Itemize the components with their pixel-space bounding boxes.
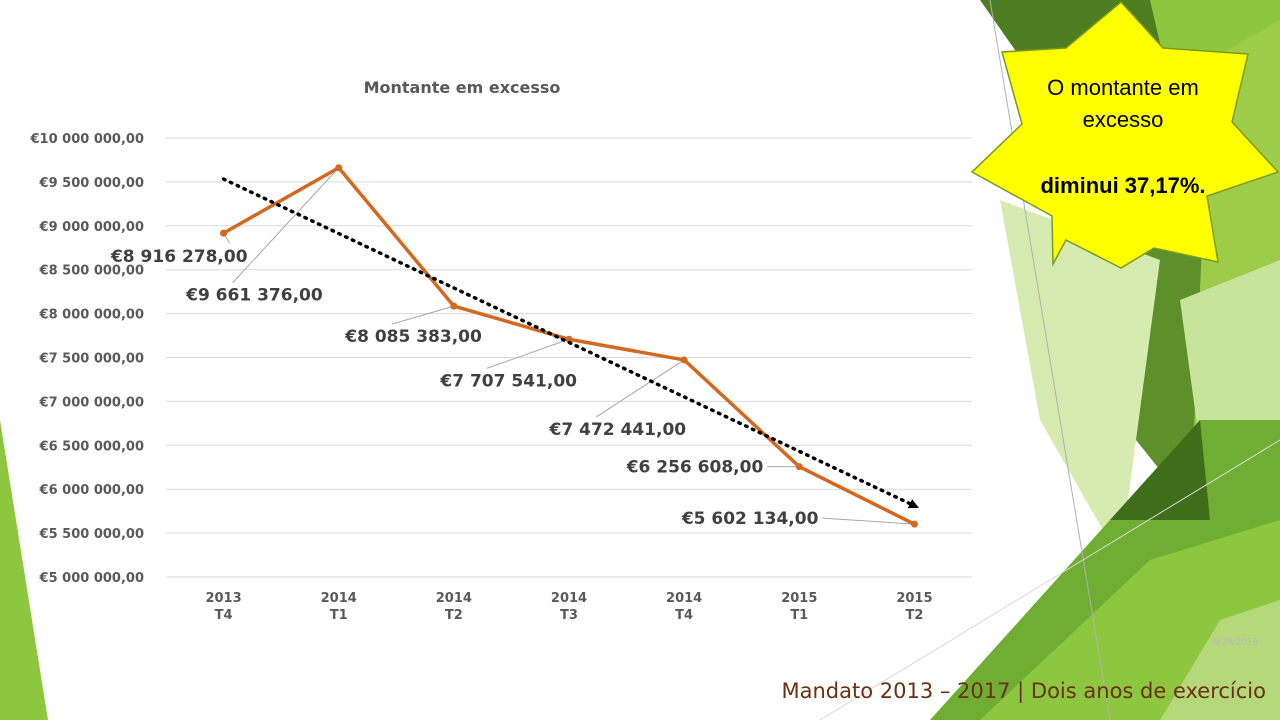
gridlines [166,137,972,578]
y-tick-label: €8 000 000,00 [39,308,144,323]
data-point [335,164,343,172]
data-point [220,229,228,237]
leader-line [232,167,340,284]
facet-light-wedge [1000,200,1160,560]
chart-title: Montante em excesso [363,78,561,97]
y-tick-label: €8 500 000,00 [39,264,144,279]
facet-bottom-dark [1110,420,1210,520]
trendline [221,177,919,509]
data-label: €9 661 376,00 [185,286,323,306]
data-label: €5 602 134,00 [681,509,819,529]
data-point [450,302,458,310]
callout-line-1: O montante em excesso [1047,75,1199,132]
data-label: €8 916 278,00 [110,247,248,267]
x-tick-label: 2014 T1 [321,591,357,623]
data-label: €7 707 541,00 [439,371,577,391]
trendline-group [221,177,919,509]
callout-star [970,0,1280,269]
y-axis-labels: €5 000 000,00 €5 500 000,00 €6 000 000,00 €… [30,132,145,586]
leader-line [595,359,685,418]
x-tick-label: 2013 T4 [205,591,241,623]
left-green-shard [0,420,48,720]
y-tick-label: €5 500 000,00 [39,527,144,542]
series [220,164,918,528]
decor-line-2 [819,439,1280,720]
data-label-leaders [223,167,915,525]
y-tick-label: €6 500 000,00 [39,439,144,454]
data-point [910,520,918,528]
decor-line-1 [989,0,1111,720]
x-axis-labels: 2013 T4 2014 T1 2014 T2 2014 T3 2014 T4 2015 T1 2015… [205,591,932,623]
y-tick-label: €7 000 000,00 [39,395,144,410]
callout-line-2: diminui 37,17%. [1040,173,1206,198]
x-tick-label: 2015 T1 [781,591,817,623]
y-tick-label: €10 000 000,00 [30,132,145,147]
slide-date: 9/28/2015 [1213,637,1259,648]
callout-star-shape [970,0,1280,269]
y-tick-label: €9 000 000,00 [39,220,144,235]
y-tick-label: €7 500 000,00 [39,352,144,367]
leader-line [486,338,570,369]
leader-line [822,517,915,525]
x-tick-label: 2014 T3 [551,591,587,623]
x-tick-label: 2015 T2 [896,591,932,623]
data-point [680,356,688,364]
slide-footer: Mandato 2013 – 2017 | Dois anos de exerc… [781,679,1267,703]
leader-line [391,305,454,325]
facet-bottom-pale [1160,600,1280,720]
y-tick-label: €6 000 000,00 [39,483,144,498]
data-labels: €8 916 278,00 €9 661 376,00 €8 085 383,00 €… [110,247,819,529]
data-point [795,463,803,471]
y-tick-label: €5 000 000,00 [39,571,144,586]
data-label: €7 472 441,00 [549,420,687,440]
data-point [565,335,573,343]
callout-text: O montante em excesso diminui 37,17%. [1018,72,1228,202]
data-label: €6 256 608,00 [626,458,764,478]
x-tick-label: 2014 T2 [436,591,472,623]
data-label: €8 085 383,00 [344,327,482,347]
x-tick-label: 2014 T4 [666,591,702,623]
y-tick-label: €9 500 000,00 [39,176,144,191]
series-line [222,165,916,526]
